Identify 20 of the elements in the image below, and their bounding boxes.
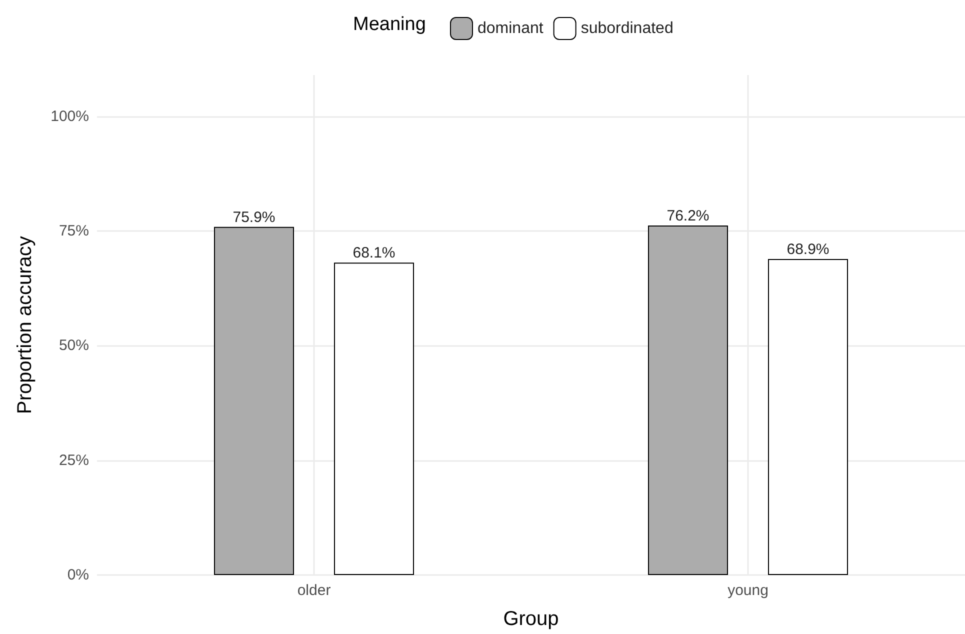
bar xyxy=(214,226,294,575)
y-axis-title: Proportion accuracy xyxy=(14,236,36,414)
bar xyxy=(334,262,414,575)
x-tick-label: young xyxy=(728,582,768,599)
legend-title: Meaning xyxy=(353,14,426,35)
y-tick-label: 75% xyxy=(58,222,89,240)
data-label: 68.1% xyxy=(352,244,396,262)
legend-label: dominant xyxy=(478,20,544,37)
y-tick-label: 25% xyxy=(58,452,89,469)
legend-label: subordinated xyxy=(580,20,674,37)
x-axis-title: Group xyxy=(503,608,559,630)
y-tick-label: 100% xyxy=(50,108,89,125)
data-label: 75.9% xyxy=(232,208,276,226)
y-tick-label: 50% xyxy=(58,337,89,354)
bar xyxy=(648,225,728,575)
data-label: 76.2% xyxy=(666,207,710,224)
y-tick-label: 0% xyxy=(67,566,89,584)
x-tick-label: older xyxy=(297,582,331,599)
data-label: 68.9% xyxy=(786,240,830,258)
bar xyxy=(768,258,848,575)
